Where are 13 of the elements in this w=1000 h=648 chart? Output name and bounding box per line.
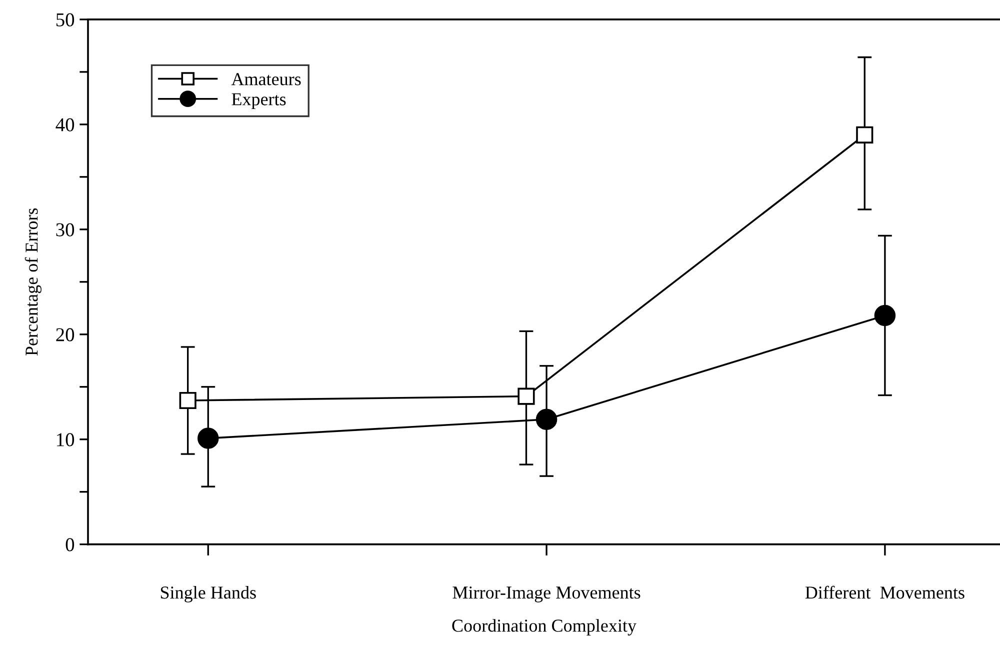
x-tick-label: Mirror-Image Movements <box>452 586 640 602</box>
y-axis-title: Percentage of Errors <box>24 208 42 356</box>
x-tick-label: Single Hands <box>160 586 256 602</box>
y-tick-label: 50 <box>56 13 74 26</box>
y-tick-label: 30 <box>56 223 74 236</box>
x-tick-label: Different Movements <box>805 586 964 599</box>
y-tick-label: 40 <box>56 118 74 132</box>
legend-label: Experts <box>232 93 286 110</box>
y-tick-label: 0 <box>66 538 74 552</box>
y-tick-label: 20 <box>56 328 74 342</box>
legend-label: Amateurs <box>231 73 301 86</box>
y-tick-label: 10 <box>57 433 74 446</box>
x-axis-title: Coordination Complexity <box>452 619 636 636</box>
